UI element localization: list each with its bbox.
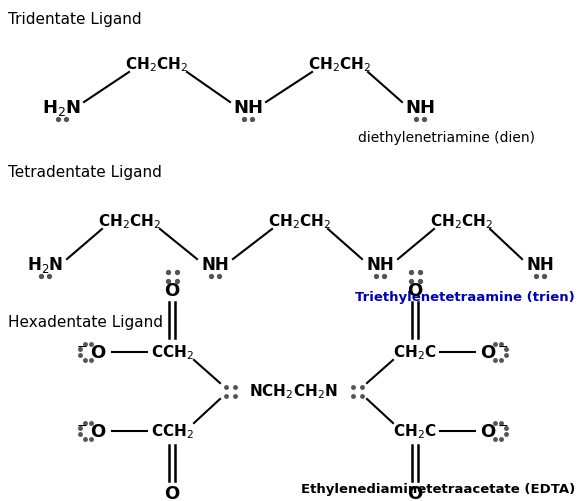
Text: CH$_2$CH$_2$: CH$_2$CH$_2$ [308, 56, 371, 74]
Text: NCH$_2$CH$_2$N: NCH$_2$CH$_2$N [248, 382, 338, 401]
Text: O: O [408, 282, 423, 300]
Text: CCH$_2$: CCH$_2$ [150, 343, 194, 362]
Text: O: O [164, 484, 180, 501]
Text: NH: NH [366, 256, 394, 274]
Text: $^-$O: $^-$O [73, 343, 106, 361]
Text: Tetradentate Ligand: Tetradentate Ligand [8, 165, 162, 180]
Text: $^-$O: $^-$O [73, 422, 106, 440]
Text: H$_2$N: H$_2$N [43, 98, 82, 118]
Text: H$_2$N: H$_2$N [27, 255, 63, 275]
Text: O: O [408, 484, 423, 501]
Text: CH$_2$C: CH$_2$C [393, 343, 437, 362]
Text: Tridentate Ligand: Tridentate Ligand [8, 12, 142, 27]
Text: O: O [164, 282, 180, 300]
Text: CCH$_2$: CCH$_2$ [150, 422, 194, 440]
Text: NH: NH [233, 99, 263, 117]
Text: Hexadentate Ligand: Hexadentate Ligand [8, 314, 163, 329]
Text: diethylenetriamine (dien): diethylenetriamine (dien) [358, 131, 535, 145]
Text: O$^-$: O$^-$ [480, 422, 510, 440]
Text: NH: NH [526, 256, 554, 274]
Text: Triethylenetetraamine (trien): Triethylenetetraamine (trien) [355, 291, 575, 304]
Text: CH$_2$CH$_2$: CH$_2$CH$_2$ [268, 212, 332, 231]
Text: CH$_2$CH$_2$: CH$_2$CH$_2$ [430, 212, 494, 231]
Text: NH: NH [405, 99, 435, 117]
Text: NH: NH [201, 256, 229, 274]
Text: CH$_2$C: CH$_2$C [393, 422, 437, 440]
Text: CH$_2$CH$_2$: CH$_2$CH$_2$ [99, 212, 161, 231]
Text: Ethylenediaminetetraacetate (EDTA): Ethylenediaminetetraacetate (EDTA) [301, 482, 575, 495]
Text: CH$_2$CH$_2$: CH$_2$CH$_2$ [125, 56, 188, 74]
Text: O$^-$: O$^-$ [480, 343, 510, 361]
